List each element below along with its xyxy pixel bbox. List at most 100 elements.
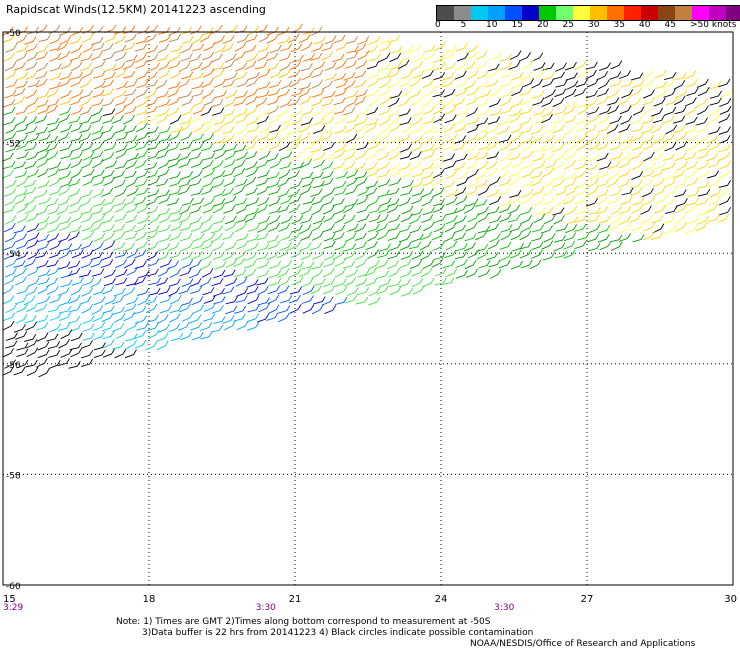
wind-barb	[466, 268, 478, 278]
wind-barb	[47, 98, 60, 107]
wind-barb	[189, 277, 202, 287]
wind-barb	[489, 87, 502, 98]
wind-barb	[37, 284, 50, 295]
wind-barb	[412, 285, 425, 295]
wind-barb	[278, 305, 291, 314]
wind-barb	[225, 296, 238, 305]
wind-barb	[257, 197, 270, 207]
wind-barb	[257, 260, 270, 269]
wind-barb	[69, 96, 82, 106]
wind-barb	[444, 160, 457, 170]
wind-barb	[530, 170, 543, 179]
wind-barb	[59, 222, 72, 231]
wind-barb	[3, 116, 16, 126]
wind-barb	[82, 43, 95, 54]
wind-barb	[675, 222, 687, 232]
wind-barb	[25, 116, 38, 126]
wind-barb	[58, 27, 71, 36]
wind-barb	[68, 205, 82, 214]
wind-barb	[222, 60, 235, 70]
wind-barb	[267, 285, 280, 295]
wind-barb	[102, 152, 115, 162]
wind-barb	[401, 70, 413, 80]
wind-barb	[423, 124, 436, 135]
wind-barb	[266, 34, 279, 44]
wind-barb	[136, 115, 149, 125]
wind-barb	[90, 115, 103, 124]
wind-barb	[101, 88, 114, 97]
wind-barb	[58, 322, 71, 332]
wind-barb	[59, 170, 72, 180]
wind-barb	[445, 240, 458, 251]
wind-barb	[91, 25, 104, 34]
lon-label: 27	[581, 594, 594, 605]
wind-barb	[223, 108, 236, 117]
wind-barb	[247, 197, 260, 207]
wind-barb	[136, 70, 149, 80]
wind-barb	[410, 116, 423, 126]
wind-barb	[475, 179, 488, 188]
wind-barb	[509, 168, 522, 178]
wind-barb	[277, 107, 290, 117]
latitude-labels: -50-52-54-56-58-60	[6, 29, 21, 592]
wind-barb	[15, 314, 28, 324]
wind-barb	[81, 303, 94, 314]
wind-barb	[278, 276, 291, 287]
wind-barb	[125, 333, 138, 342]
wind-barb	[177, 186, 190, 196]
wind-barb	[674, 106, 687, 115]
legend-swatch	[522, 6, 539, 20]
wind-barb	[409, 225, 422, 234]
wind-barb	[565, 186, 578, 196]
wind-barb	[157, 267, 170, 277]
wind-barb	[487, 206, 500, 215]
wind-barb	[488, 259, 501, 268]
wind-barb	[389, 177, 402, 187]
wind-barb	[146, 230, 158, 240]
wind-barb	[234, 71, 248, 81]
wind-barb	[554, 106, 567, 115]
wind-barb	[454, 123, 467, 133]
wind-barb	[222, 35, 235, 44]
wind-barb	[90, 258, 103, 268]
wind-barb	[36, 322, 49, 331]
wind-barb	[222, 286, 235, 295]
wind-barb	[619, 215, 632, 225]
wind-barb	[200, 322, 213, 331]
wind-barb	[225, 277, 238, 287]
wind-barb	[345, 123, 357, 134]
wind-barb	[267, 105, 280, 115]
wind-barb	[167, 260, 180, 270]
wind-barb	[181, 43, 193, 54]
wind-barb	[211, 124, 224, 134]
wind-barb	[80, 53, 93, 62]
wind-barb	[214, 44, 227, 54]
wind-barb	[302, 151, 315, 162]
wind-barb	[643, 141, 655, 151]
wind-barb	[390, 45, 403, 54]
wind-barb	[410, 96, 423, 106]
wind-barb	[531, 241, 544, 251]
wind-barb	[266, 153, 279, 162]
wind-barb	[13, 260, 26, 268]
wind-barb	[58, 249, 71, 260]
wind-barb	[422, 78, 435, 89]
wind-barb	[311, 107, 324, 117]
wind-barb	[377, 169, 390, 178]
wind-barb	[379, 42, 391, 52]
wind-barb	[312, 250, 325, 260]
wind-barb	[70, 332, 83, 342]
wind-barb	[675, 178, 688, 188]
lon-label: 21	[289, 594, 302, 605]
wind-barb	[125, 339, 138, 350]
wind-barb	[289, 60, 302, 71]
wind-barb	[310, 284, 323, 295]
wind-barb	[432, 204, 445, 213]
wind-barb	[552, 161, 564, 171]
wind-barb	[463, 61, 476, 71]
wind-barb	[235, 214, 248, 224]
wind-barb	[91, 125, 104, 135]
wind-barb	[310, 188, 323, 198]
wind-barb	[641, 105, 654, 115]
wind-barb	[335, 286, 348, 296]
